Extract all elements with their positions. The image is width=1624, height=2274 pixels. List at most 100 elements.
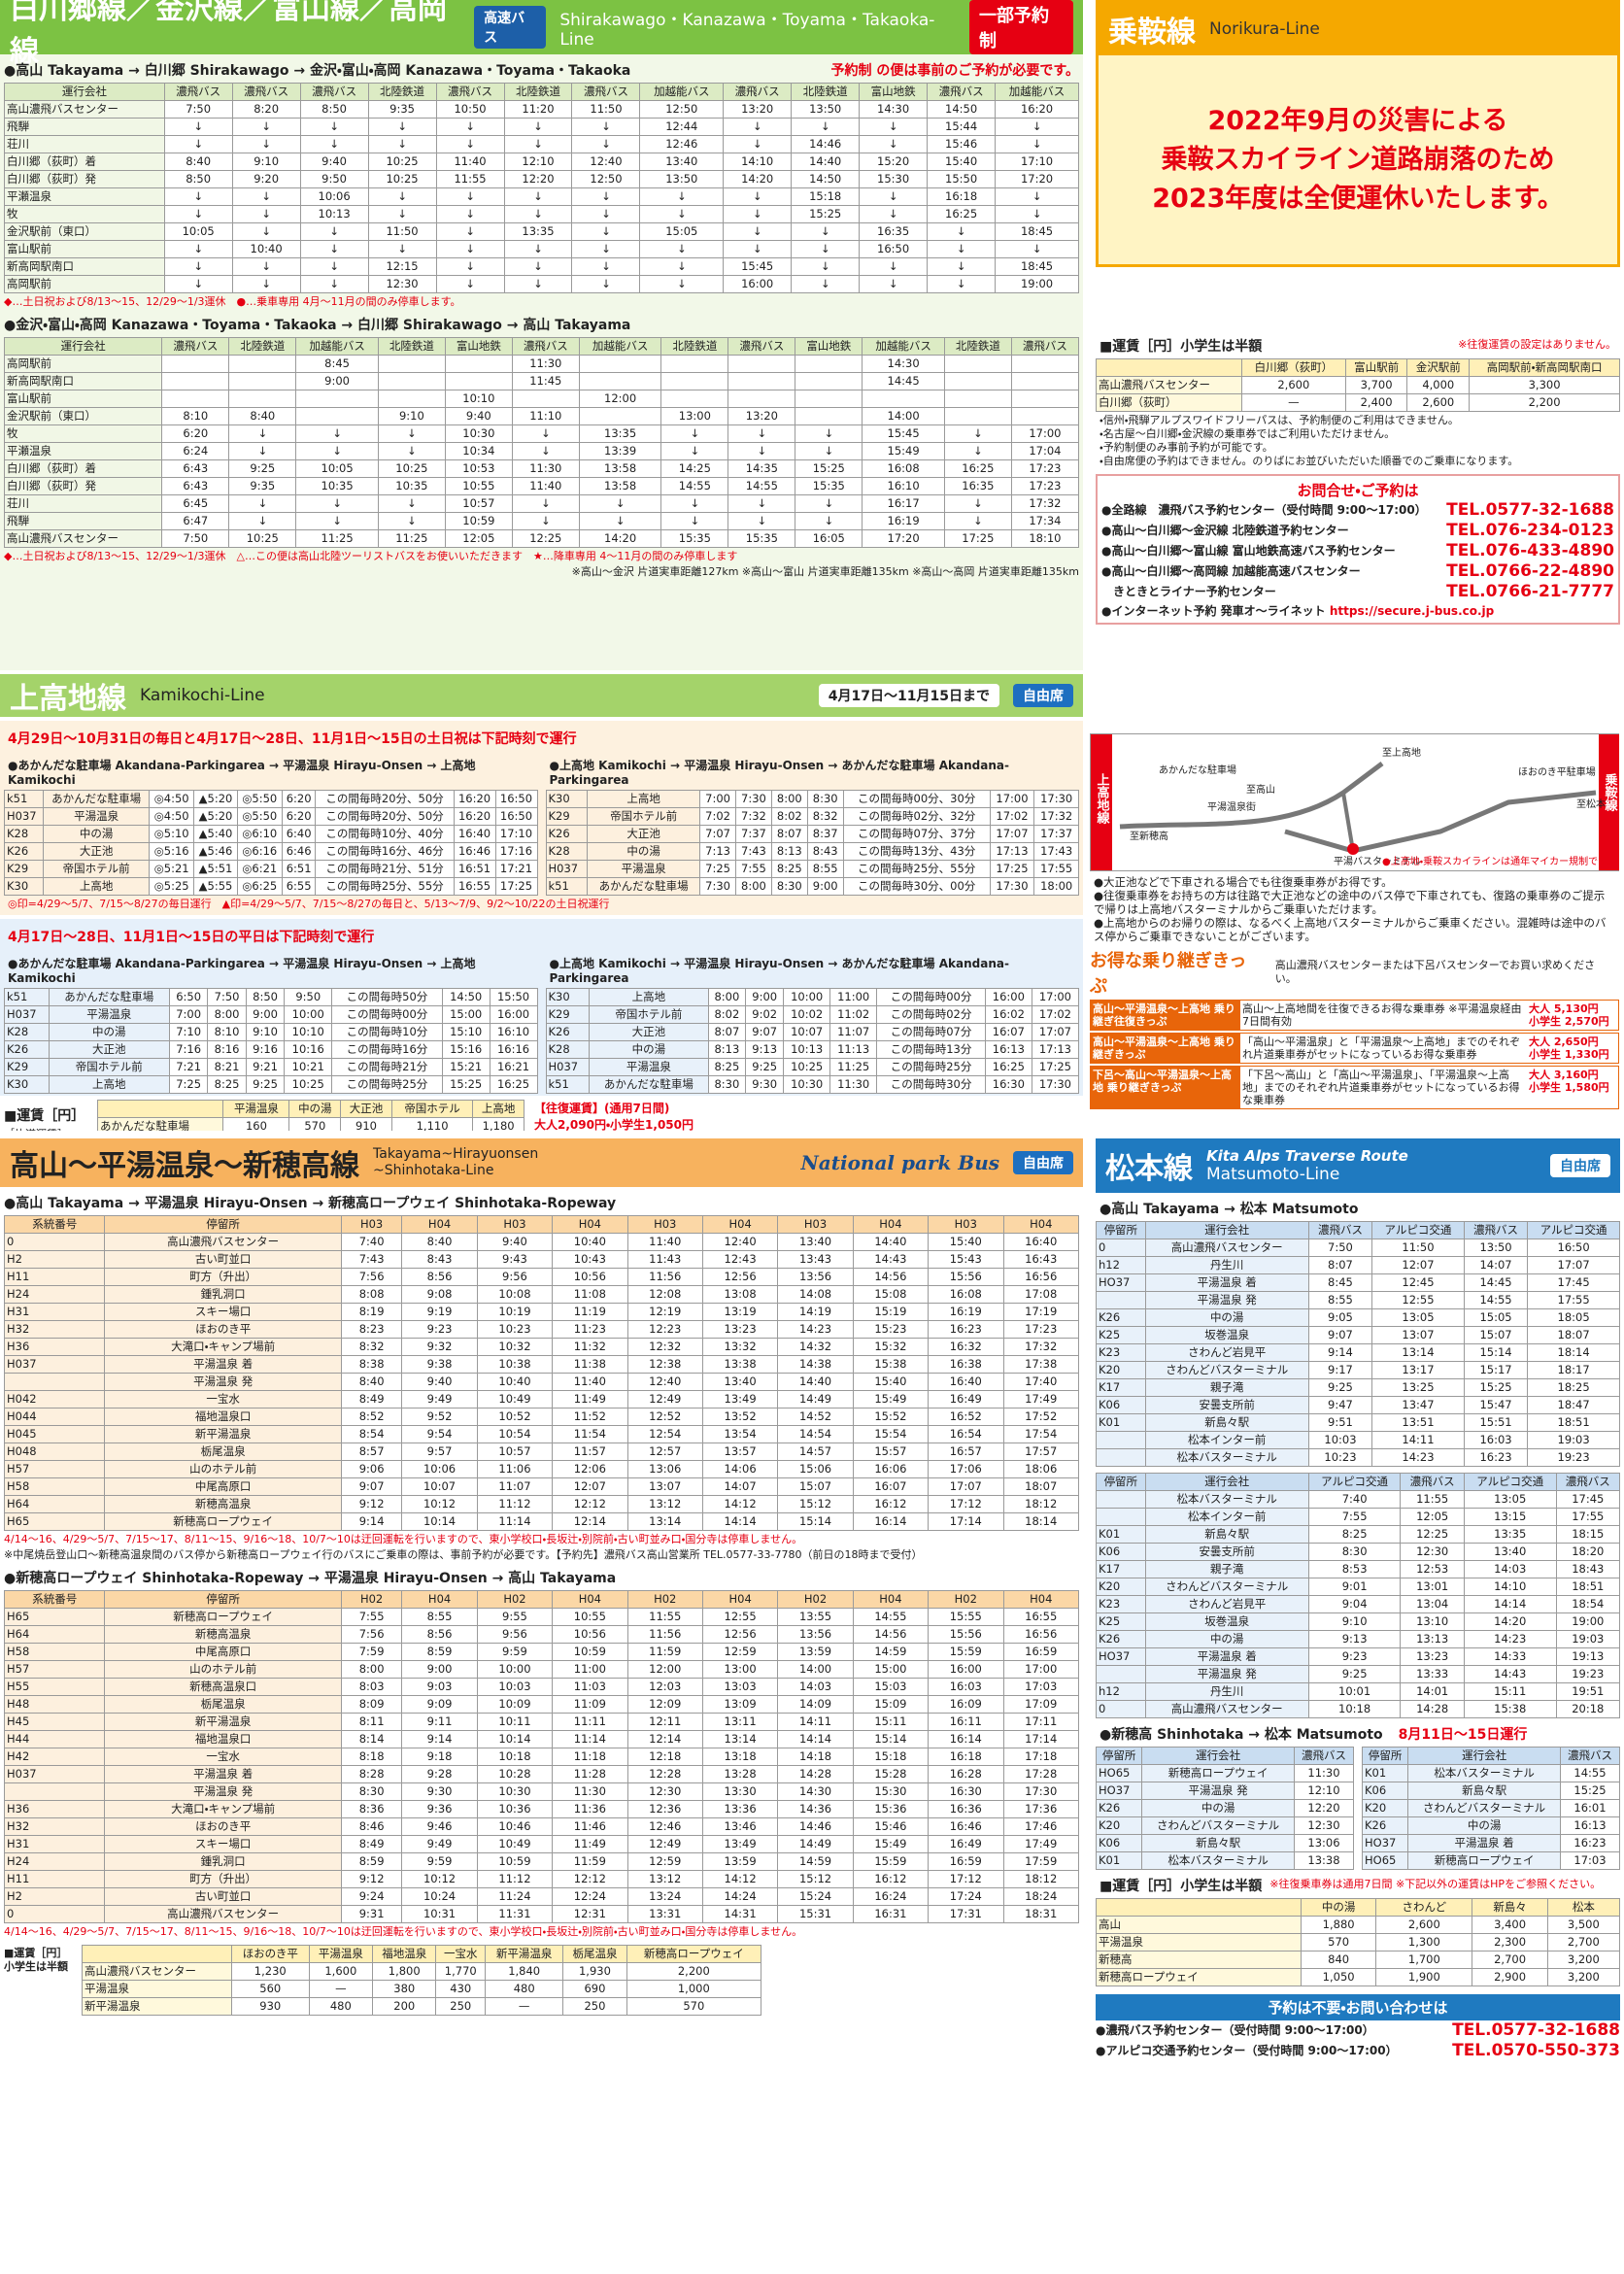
cell: H11: [3, 1268, 106, 1286]
cell: 13:50: [791, 100, 861, 119]
cell: ▲5:20: [193, 807, 238, 826]
row: H044 福地温泉口 8:52 9:52 10:52 11:52 12:52 13:52 14:…: [3, 1408, 1079, 1426]
section-title: 白川郷線／金沢線／富山線／高岡線: [10, 0, 447, 69]
cell: 13:36: [701, 1800, 779, 1818]
footnote: ◎印=4/29～5/7、7/15～8/27の毎日運行 ▲印=4/29～5/7、7…: [8, 898, 610, 910]
cell: 新高岡駅南口: [3, 372, 163, 390]
cell: 12:18: [626, 1748, 703, 1766]
cell: [228, 390, 297, 408]
cell: ↓: [660, 442, 729, 460]
cell: H64: [3, 1625, 106, 1644]
cell: H31: [3, 1303, 106, 1321]
cell: 15:49: [862, 442, 945, 460]
cell: 平瀬温泉: [3, 442, 163, 460]
cell: 11:12: [476, 1870, 554, 1888]
map-label: 上高地線: [1095, 773, 1111, 825]
cell: 9:11: [401, 1713, 478, 1731]
cell: ↓: [377, 424, 446, 443]
cell: k51: [4, 988, 50, 1006]
footnote: 4/14～16、4/29～5/7、7/15～17、8/11～15、9/16～18…: [4, 1533, 803, 1545]
cell: 17:14: [928, 1512, 1004, 1531]
cell: 7:21: [168, 1058, 209, 1076]
header-cell: 加越能バス: [862, 337, 945, 356]
cell: 9:52: [401, 1408, 478, 1426]
cell: 16:20: [453, 807, 496, 826]
cell: 13:20: [727, 407, 796, 425]
cell: 16:30: [928, 1782, 1004, 1801]
cell: 18:07: [1527, 1326, 1620, 1344]
cell: 8:00: [207, 1005, 247, 1024]
cell: 9:25: [245, 1075, 286, 1094]
row: H32 ほおのき平 8:23 9:23 10:23 11:23 12:23 13:23 14:2…: [3, 1320, 1079, 1339]
timetable: 系統番号 停留所 H03 H04 H03 H04 H03 H04 H03 H04 H03 H04 0 高山…: [3, 1215, 1079, 1531]
row: H11 町方（升出） 7:56 8:56 9:56 10:56 11:56 12:56 13:5…: [3, 1268, 1079, 1286]
cell: ↓: [299, 222, 369, 241]
cell: 17:06: [928, 1460, 1004, 1478]
cell: 8:53: [1307, 1560, 1402, 1578]
cell: 16:12: [852, 1870, 930, 1888]
cell: 16:50: [859, 240, 929, 258]
row: 牧 ↓ ↓ 10:13 ↓ ↓ ↓ ↓ ↓ ↓ 15:25 ↓ 16:25 ↓: [4, 205, 1079, 223]
cell: 15:35: [727, 529, 796, 548]
row: h12 丹生川 10:01 14:01 15:11 19:51: [1096, 1682, 1620, 1701]
cell: 18:51: [1527, 1413, 1620, 1432]
cell: 丹生川: [1144, 1682, 1309, 1701]
header-cell: H04: [1002, 1215, 1079, 1234]
cell: HO65: [1096, 1764, 1143, 1782]
cell: 11:18: [552, 1748, 628, 1766]
cell: この間毎時13分、43分: [842, 842, 991, 861]
cell: 12:23: [626, 1320, 703, 1339]
cell: 1,180: [472, 1117, 524, 1131]
cell: ↓: [660, 424, 729, 443]
cell: 10:00: [284, 1005, 333, 1024]
cell: 0: [3, 1233, 106, 1251]
row: HO65 新穂高ロープウェイ 17:03: [1361, 1851, 1620, 1870]
cell: ↓: [228, 424, 297, 443]
cell: 16:46: [928, 1817, 1004, 1836]
cell: 8:40: [401, 1233, 478, 1251]
cell: K29: [3, 860, 45, 878]
cell: 9:56: [476, 1268, 554, 1286]
cell: 11:07: [829, 1023, 878, 1041]
cell: 8:38: [340, 1355, 403, 1374]
cell: 13:33: [1400, 1665, 1465, 1683]
cell: [1096, 1291, 1146, 1309]
cell: 8:07: [1307, 1256, 1373, 1274]
row: 新平湯温泉 930 480 200 250—250 570: [82, 1997, 762, 2016]
header-row: 運行会社 濃飛バス 濃飛バス 濃飛バス 北陸鉄道 濃飛バス 北陸鉄道 濃飛バス 加越能バス 濃飛バ…: [4, 83, 1079, 101]
cell: [377, 372, 446, 390]
cell: 8:45: [1307, 1273, 1373, 1292]
cell: 15:18: [791, 187, 861, 206]
cell: 15:25: [1463, 1378, 1529, 1397]
cell: 16:13: [984, 1040, 1032, 1059]
cell: ↓: [299, 275, 369, 293]
ticket-price: 大人 3,160円 小学生 1,580円: [1527, 1067, 1618, 1108]
cell: 17:00: [1031, 988, 1080, 1006]
cell: 13:54: [701, 1425, 779, 1443]
cell: ↓: [723, 135, 793, 153]
cell: 金沢駅前（東口）: [4, 222, 165, 241]
list-item: ・予約制便のみ事前予約が可能です。: [1100, 441, 1273, 454]
cell: 3,200: [1546, 1968, 1620, 1986]
cell: 鍾乳洞口: [104, 1285, 342, 1304]
cell: ↓: [377, 512, 446, 530]
cell: 10:18: [1307, 1700, 1402, 1718]
cell: 新平湯温泉: [104, 1425, 342, 1443]
cell: 9:13: [1307, 1630, 1402, 1648]
row: 飛騨 ↓ ↓ ↓ ↓ ↓ ↓ ↓ 12:44 ↓ ↓ ↓ 15:44 ↓: [4, 118, 1079, 136]
cell: 13:47: [1371, 1396, 1465, 1414]
cell: 高山濃飛バスセンター: [1144, 1239, 1309, 1257]
map-label: 至松本: [1576, 798, 1606, 810]
row: H037 平湯温泉 7:25 7:55 8:25 8:55 この間毎時25分、55分 17:2…: [545, 860, 1079, 878]
cell: ↓: [231, 222, 301, 241]
cell: K23: [1096, 1343, 1146, 1362]
cell: 7:13: [699, 842, 736, 861]
cell: 0: [3, 1905, 106, 1923]
cell: 1,880: [1300, 1916, 1377, 1934]
cell: 金沢駅前（東口）: [3, 407, 163, 425]
cell: 8:28: [340, 1765, 403, 1783]
contact-row: ●高山～白川郷～金沢線 北陸鉄道予約センター TEL.076-234-0123: [1101, 521, 1614, 541]
cell: 10:25: [783, 1058, 831, 1076]
cell: 13:15: [1463, 1508, 1557, 1526]
